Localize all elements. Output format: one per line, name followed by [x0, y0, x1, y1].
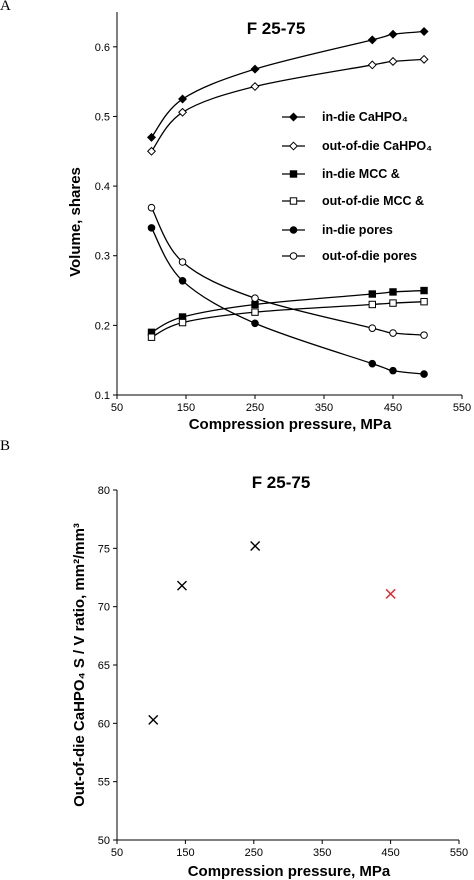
- scatter-point-stroke: [176, 580, 187, 591]
- series-line-2: [151, 289, 425, 333]
- legend-marker-2: [289, 170, 298, 178]
- panel-a-x-tick-label: 50: [111, 402, 123, 414]
- series-marker-0: [146, 132, 157, 142]
- series-marker-4: [389, 366, 397, 375]
- series-marker-0: [419, 26, 429, 37]
- panel-b-y-tick-label: 75: [98, 543, 110, 555]
- panel-b-y-tick-label: 70: [98, 602, 110, 614]
- panel-a-y-tick-label: 0.3: [95, 251, 110, 263]
- series-marker-1: [419, 54, 429, 64]
- scatter-point-3: [385, 588, 396, 599]
- scatter-point-0: [148, 714, 159, 725]
- series-marker-3: [368, 300, 377, 309]
- series-marker-4: [368, 359, 377, 368]
- panel-a-x-tick-label: 250: [246, 402, 264, 414]
- panel-b-x-tick-label: 450: [381, 847, 399, 859]
- series-marker-3: [147, 333, 156, 341]
- panel-b-y-axis-title-text: Out-of-die CaHPO₄ S / V ratio, mm²/mm³: [71, 523, 88, 807]
- panel-b-title: F 25-75: [252, 473, 311, 492]
- legend-label-5: out-of-die pores: [322, 249, 417, 263]
- panel-a-y-tick-label: 0.2: [95, 320, 110, 332]
- series-marker-0: [388, 29, 398, 39]
- series-marker-2: [368, 290, 377, 298]
- panel-b-letter: B: [0, 438, 10, 454]
- panel-a-x-tick-label: 150: [177, 402, 195, 414]
- panel-b-x-tick-label: 150: [176, 847, 194, 859]
- panel-b-x-tick-label: 550: [450, 847, 468, 859]
- series-marker-3: [178, 318, 187, 327]
- series-marker-0: [178, 94, 188, 104]
- panel-a-x-axis-title: Compression pressure, MPa: [189, 416, 392, 433]
- series-marker-2: [251, 300, 259, 309]
- panel-b-y-tick-label: 60: [98, 718, 110, 730]
- series-marker-1: [367, 60, 377, 70]
- series-marker-5: [420, 331, 428, 339]
- legend-label-3: out-of-die MCC &: [322, 194, 424, 208]
- series-marker-1: [178, 107, 188, 117]
- series-marker-4: [178, 276, 187, 285]
- panel-b: B F 25-75 Out-of-die CaHPO₄ S / V ratio,…: [0, 438, 468, 880]
- legend-marker-3: [289, 197, 298, 205]
- panel-b-x-tick-label: 50: [111, 847, 123, 859]
- scatter-point-stroke: [148, 714, 159, 725]
- panel-b-y-tick-label: 50: [98, 835, 110, 847]
- legend-marker-5: [289, 252, 298, 260]
- scatter-point-stroke: [385, 588, 396, 599]
- series-marker-3: [251, 308, 259, 316]
- series-marker-2: [420, 286, 428, 295]
- series-marker-5: [178, 258, 187, 266]
- panel-a-y-tick-label: 0.6: [95, 42, 110, 54]
- series-marker-3: [420, 297, 428, 306]
- scatter-point-1: [176, 580, 187, 591]
- series-marker-4: [251, 319, 259, 328]
- panel-a-y-tick-label: 0.1: [95, 390, 110, 402]
- panel-b-y-tick-label: 80: [98, 485, 110, 497]
- panel-a-x-tick-label: 450: [384, 402, 402, 414]
- series-marker-2: [389, 288, 397, 296]
- series-marker-5: [251, 294, 259, 303]
- series-marker-4: [147, 224, 156, 232]
- panel-a-x-tick-label: 350: [315, 402, 333, 414]
- panel-b-y-tick-label: 65: [98, 660, 110, 672]
- panel-b-x-tick-label: 250: [245, 847, 263, 859]
- panel-b-x-axis-title: Compression pressure, MPa: [188, 863, 391, 880]
- series-marker-5: [389, 329, 397, 337]
- legend-marker-0: [288, 112, 299, 122]
- legend-label-0: in-die CaHPO₄: [322, 110, 408, 124]
- panel-b-y-tick-label: 55: [98, 777, 110, 789]
- series-marker-0: [250, 64, 260, 74]
- scatter-point-stroke: [250, 541, 261, 551]
- panel-a-title: F 25-75: [247, 19, 306, 38]
- panel-b-x-tick-label: 350: [313, 847, 331, 859]
- series-line-1: [150, 58, 425, 152]
- series-marker-5: [147, 203, 156, 212]
- panel-a-x-tick-label: 550: [453, 402, 471, 414]
- legend-label-1: out-of-die CaHPO₄: [322, 139, 432, 153]
- series-marker-1: [146, 146, 157, 156]
- series-line-3: [151, 301, 425, 338]
- panel-a-y-tick-label: 0.4: [95, 181, 110, 193]
- panel-a: A F 25-75 Volume, shares Compression pre…: [0, 0, 471, 433]
- legend-marker-1: [288, 141, 299, 151]
- panel-a-legend: in-die CaHPO₄ out-of-die CaHPO₄ in-die MCC…: [282, 110, 432, 263]
- panel-a-y-tick-label: 0.5: [95, 111, 110, 123]
- panel-b-y-axis-title: Out-of-die CaHPO₄ S / V ratio, mm²/mm³: [71, 523, 88, 807]
- series-marker-3: [389, 299, 397, 307]
- series-marker-4: [420, 370, 428, 378]
- scatter-point-2: [250, 541, 261, 551]
- panel-a-letter: A: [0, 0, 11, 14]
- legend-marker-4: [289, 226, 298, 234]
- series-marker-1: [388, 56, 398, 66]
- series-marker-5: [368, 324, 377, 332]
- series-marker-0: [367, 35, 377, 45]
- legend-label-2: in-die MCC &: [322, 167, 400, 181]
- legend-label-4: in-die pores: [322, 223, 393, 237]
- series-marker-1: [250, 82, 260, 92]
- panel-a-y-axis-title: Volume, shares: [67, 167, 84, 277]
